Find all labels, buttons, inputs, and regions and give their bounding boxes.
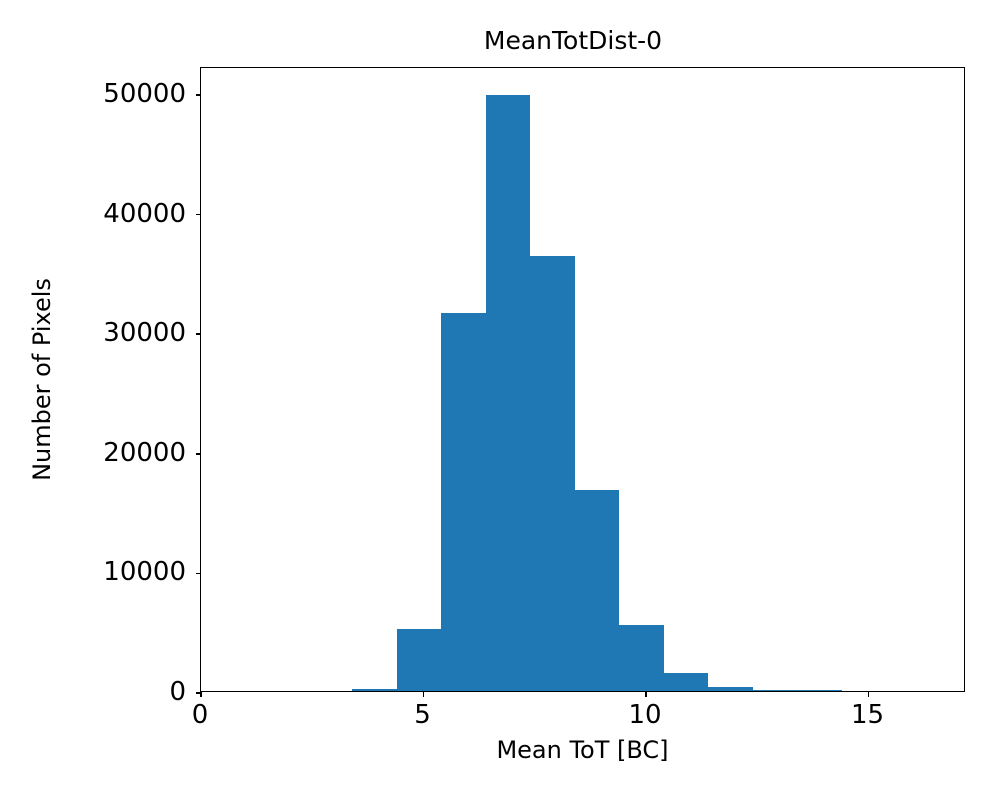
histogram-bar (708, 686, 753, 691)
y-tick-label: 40000 (103, 198, 186, 229)
histogram-bar (441, 313, 486, 691)
histogram-bar (530, 255, 575, 691)
histogram-bar (352, 689, 397, 691)
histogram-bar (619, 625, 664, 691)
x-tick-mark (645, 691, 647, 697)
x-tick-label: 10 (628, 700, 662, 730)
y-tick-label: 10000 (103, 557, 186, 588)
chart-title: MeanTotDist-0 (483, 26, 663, 55)
y-tick-mark (195, 452, 201, 455)
histogram-bar (485, 95, 531, 691)
plot-area (201, 68, 964, 691)
y-tick-label: 0 (169, 677, 186, 707)
plot-axes-frame (195, 67, 965, 697)
y-tick-mark (195, 572, 201, 575)
x-tick-label: 5 (414, 700, 431, 730)
x-axis-title: Mean ToT [BC] (496, 736, 669, 764)
histogram-bar (797, 690, 842, 691)
histogram-bar (574, 490, 620, 691)
x-tick-mark (200, 691, 202, 697)
y-tick-mark (195, 94, 201, 96)
histogram-bar (396, 628, 442, 691)
y-axis-title: Number of Pixels (28, 278, 56, 481)
histogram-bar (752, 689, 798, 691)
x-tick-mark (867, 691, 870, 697)
x-tick-label: 0 (191, 700, 209, 730)
y-tick-label: 20000 (103, 437, 186, 468)
y-tick-labels: 0 10000 20000 30000 40000 50000 (0, 0, 186, 800)
x-tick-mark (422, 691, 425, 697)
y-tick-label: 50000 (103, 78, 186, 109)
y-tick-mark (195, 213, 201, 216)
histogram-bar (663, 673, 709, 691)
y-tick-mark (195, 333, 201, 335)
x-tick-label: 15 (850, 700, 885, 730)
y-tick-mark (195, 692, 201, 694)
y-tick-label: 30000 (103, 318, 186, 349)
